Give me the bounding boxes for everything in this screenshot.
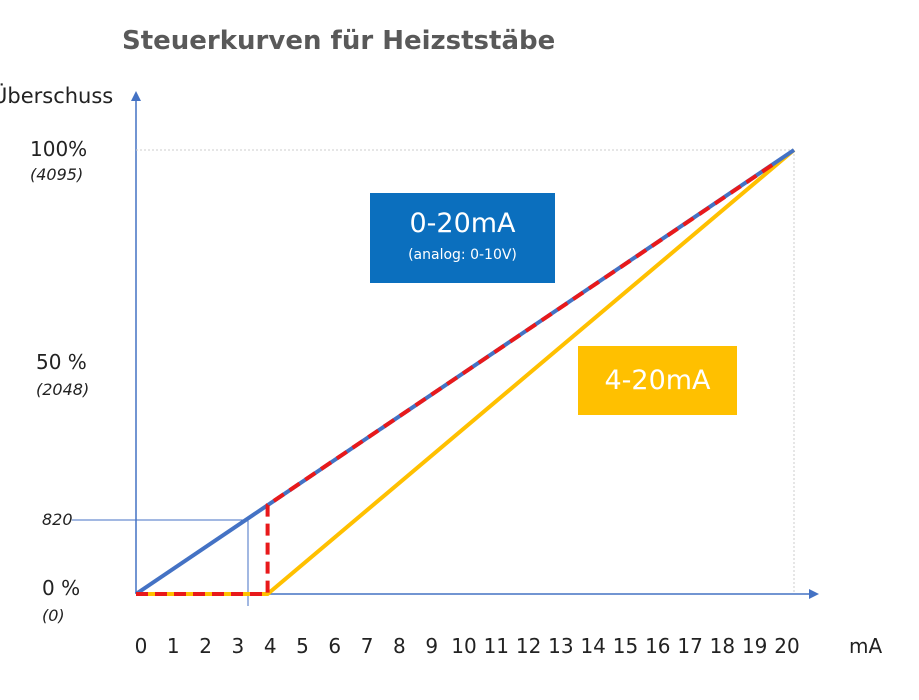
y-tick-50-label: 50 % — [36, 350, 87, 374]
x-tick-11: 11 — [483, 634, 510, 658]
annotation-0-20ma-subtitle: (analog: 0-10V) — [408, 247, 517, 263]
x-tick-10: 10 — [451, 634, 477, 658]
y-tick-100-sub: (4095) — [30, 165, 84, 184]
x-tick-18: 18 — [709, 634, 736, 658]
x-tick-20: 20 — [774, 634, 800, 658]
x-tick-3: 3 — [231, 634, 245, 658]
annotation-0-20ma-title: 0-20mA — [409, 208, 516, 239]
x-tick-14: 14 — [580, 634, 606, 658]
x-tick-19: 19 — [741, 634, 768, 658]
x-axis-unit: mA — [849, 634, 883, 658]
series-line-2 — [136, 159, 779, 596]
x-tick-17: 17 — [677, 634, 703, 658]
y-tick-50-sub: (2048) — [36, 380, 90, 399]
annotation-0-20ma: 0-20mA (analog: 0-10V) — [370, 193, 555, 283]
annotation-4-20ma: 4-20mA — [578, 346, 737, 415]
y-tick-0-label: 0 % — [42, 576, 81, 600]
x-tick-4: 4 — [263, 634, 277, 658]
x-tick-2: 2 — [199, 634, 212, 658]
x-tick-16: 16 — [645, 634, 671, 658]
y-axis-label: Überschuss — [0, 84, 114, 108]
x-tick-0: 0 — [134, 634, 148, 658]
x-tick-8: 8 — [393, 634, 406, 658]
y-tick-0-sub: (0) — [42, 606, 65, 625]
x-tick-1: 1 — [166, 634, 180, 658]
y-tick-100-label: 100% — [30, 137, 88, 161]
x-tick-12: 12 — [515, 634, 542, 658]
y-tick-820-label: 820 — [42, 510, 73, 529]
annotation-4-20ma-title: 4-20mA — [604, 365, 711, 396]
x-tick-13: 13 — [548, 634, 574, 658]
x-tick-7: 7 — [360, 634, 374, 658]
x-tick-15: 15 — [612, 634, 639, 658]
x-tick-9: 9 — [425, 634, 439, 658]
chart-title: Steuerkurven für Heizststäbe — [122, 26, 556, 56]
x-tick-6: 6 — [328, 634, 342, 658]
x-tick-5: 5 — [296, 634, 309, 658]
